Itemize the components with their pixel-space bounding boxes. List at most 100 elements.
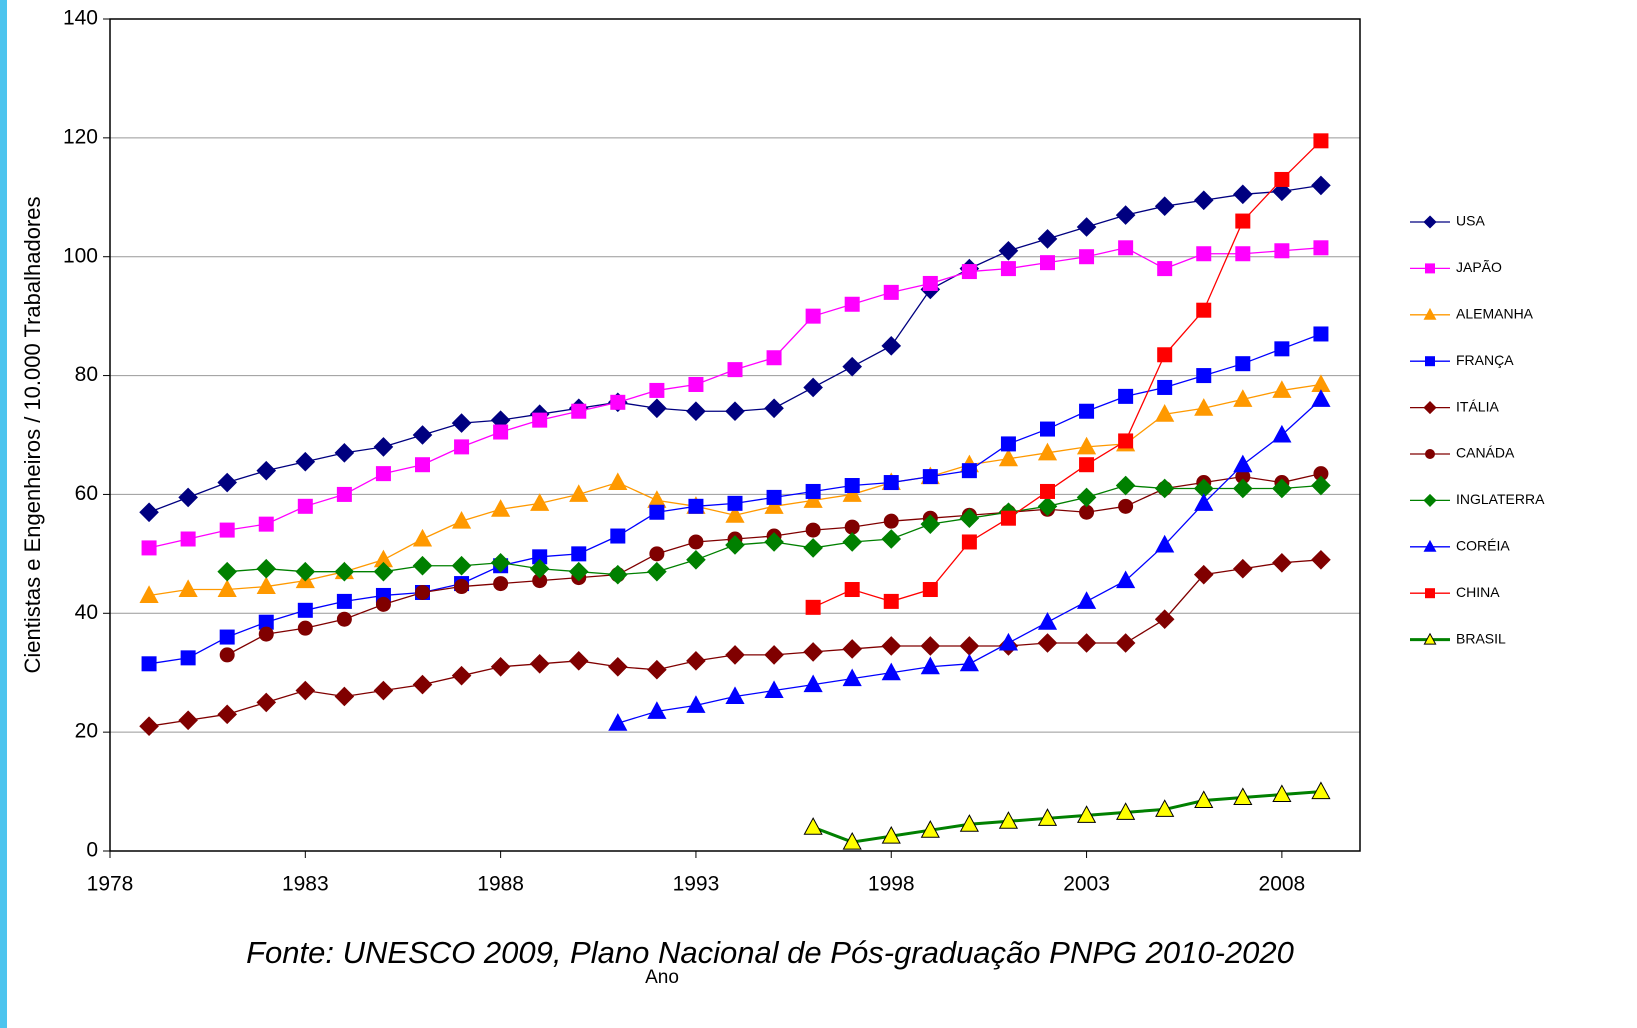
marker bbox=[217, 561, 237, 582]
marker bbox=[1235, 213, 1251, 229]
legend-label: ALEMANHA bbox=[1456, 306, 1534, 322]
marker bbox=[998, 811, 1019, 829]
y-tick-label: 140 bbox=[63, 7, 98, 30]
marker bbox=[686, 651, 706, 671]
marker bbox=[1079, 403, 1095, 419]
marker bbox=[727, 495, 743, 511]
marker bbox=[297, 498, 313, 514]
marker bbox=[375, 596, 391, 612]
marker bbox=[1272, 478, 1292, 499]
legend-label: CANÁDA bbox=[1456, 445, 1515, 461]
marker bbox=[491, 499, 511, 517]
series-line bbox=[148, 184, 1322, 513]
marker bbox=[1115, 205, 1136, 225]
marker bbox=[334, 443, 355, 463]
marker bbox=[1157, 379, 1173, 395]
marker bbox=[1037, 612, 1058, 630]
marker bbox=[842, 831, 862, 850]
legend-marker bbox=[1425, 449, 1435, 459]
marker bbox=[766, 489, 782, 505]
marker bbox=[295, 680, 316, 701]
marker bbox=[842, 639, 862, 659]
marker bbox=[998, 632, 1019, 651]
marker bbox=[139, 502, 159, 523]
marker bbox=[1311, 175, 1331, 196]
marker bbox=[959, 636, 980, 656]
marker bbox=[1118, 240, 1134, 256]
marker bbox=[373, 561, 394, 582]
y-tick-label: 40 bbox=[75, 601, 98, 624]
marker bbox=[647, 398, 667, 419]
marker bbox=[881, 825, 901, 844]
marker bbox=[805, 599, 821, 615]
legend-marker bbox=[1425, 263, 1435, 274]
marker bbox=[295, 451, 316, 472]
marker bbox=[881, 336, 902, 356]
marker bbox=[1000, 261, 1016, 277]
marker bbox=[1272, 424, 1292, 443]
marker bbox=[1076, 591, 1097, 609]
marker bbox=[375, 466, 391, 482]
marker bbox=[649, 382, 665, 398]
marker bbox=[295, 561, 316, 582]
marker bbox=[1118, 498, 1134, 514]
marker bbox=[649, 546, 665, 562]
marker bbox=[297, 602, 313, 618]
marker bbox=[1311, 781, 1331, 800]
marker bbox=[725, 505, 745, 523]
marker bbox=[141, 656, 157, 672]
marker bbox=[1235, 246, 1251, 262]
marker bbox=[1076, 633, 1097, 653]
marker bbox=[1076, 487, 1097, 508]
marker bbox=[1196, 302, 1212, 318]
marker bbox=[881, 529, 902, 549]
marker bbox=[1235, 356, 1251, 372]
y-tick-label: 120 bbox=[63, 125, 98, 148]
marker bbox=[1037, 229, 1058, 249]
marker bbox=[842, 484, 862, 502]
marker bbox=[647, 659, 667, 680]
legend-marker bbox=[1425, 588, 1435, 599]
marker bbox=[256, 576, 276, 595]
x-tick-label: 2003 bbox=[1063, 873, 1110, 896]
legend-label: JAPÃO bbox=[1456, 259, 1502, 275]
marker bbox=[1233, 478, 1253, 499]
marker bbox=[412, 425, 433, 445]
x-tick-label: 2008 bbox=[1259, 873, 1306, 896]
marker bbox=[922, 275, 938, 291]
marker bbox=[1118, 388, 1134, 404]
marker bbox=[1272, 181, 1292, 202]
marker bbox=[998, 240, 1019, 261]
marker bbox=[297, 620, 313, 636]
marker bbox=[217, 704, 237, 725]
marker bbox=[805, 522, 821, 538]
y-tick-label: 20 bbox=[75, 720, 98, 743]
marker bbox=[688, 498, 704, 514]
legend-label: ITÁLIA bbox=[1456, 398, 1499, 414]
legend-marker bbox=[1423, 307, 1437, 320]
marker bbox=[1116, 570, 1136, 589]
marker bbox=[1233, 454, 1253, 473]
marker bbox=[1233, 389, 1253, 407]
marker bbox=[412, 528, 433, 547]
marker bbox=[493, 576, 509, 592]
marker bbox=[608, 564, 628, 585]
legend-marker bbox=[1423, 493, 1437, 507]
marker bbox=[1274, 171, 1290, 187]
marker bbox=[686, 401, 706, 422]
y-tick-label: 80 bbox=[75, 363, 98, 386]
marker bbox=[1155, 534, 1175, 553]
marker bbox=[727, 362, 743, 378]
marker bbox=[334, 686, 355, 707]
marker bbox=[258, 516, 274, 532]
marker bbox=[766, 350, 782, 366]
marker bbox=[451, 555, 472, 576]
x-tick-label: 1998 bbox=[868, 873, 915, 896]
marker bbox=[1040, 255, 1055, 271]
marker bbox=[180, 531, 196, 547]
marker bbox=[568, 561, 589, 582]
marker bbox=[336, 593, 352, 609]
marker bbox=[412, 674, 433, 695]
marker bbox=[373, 437, 394, 457]
marker bbox=[803, 490, 823, 508]
